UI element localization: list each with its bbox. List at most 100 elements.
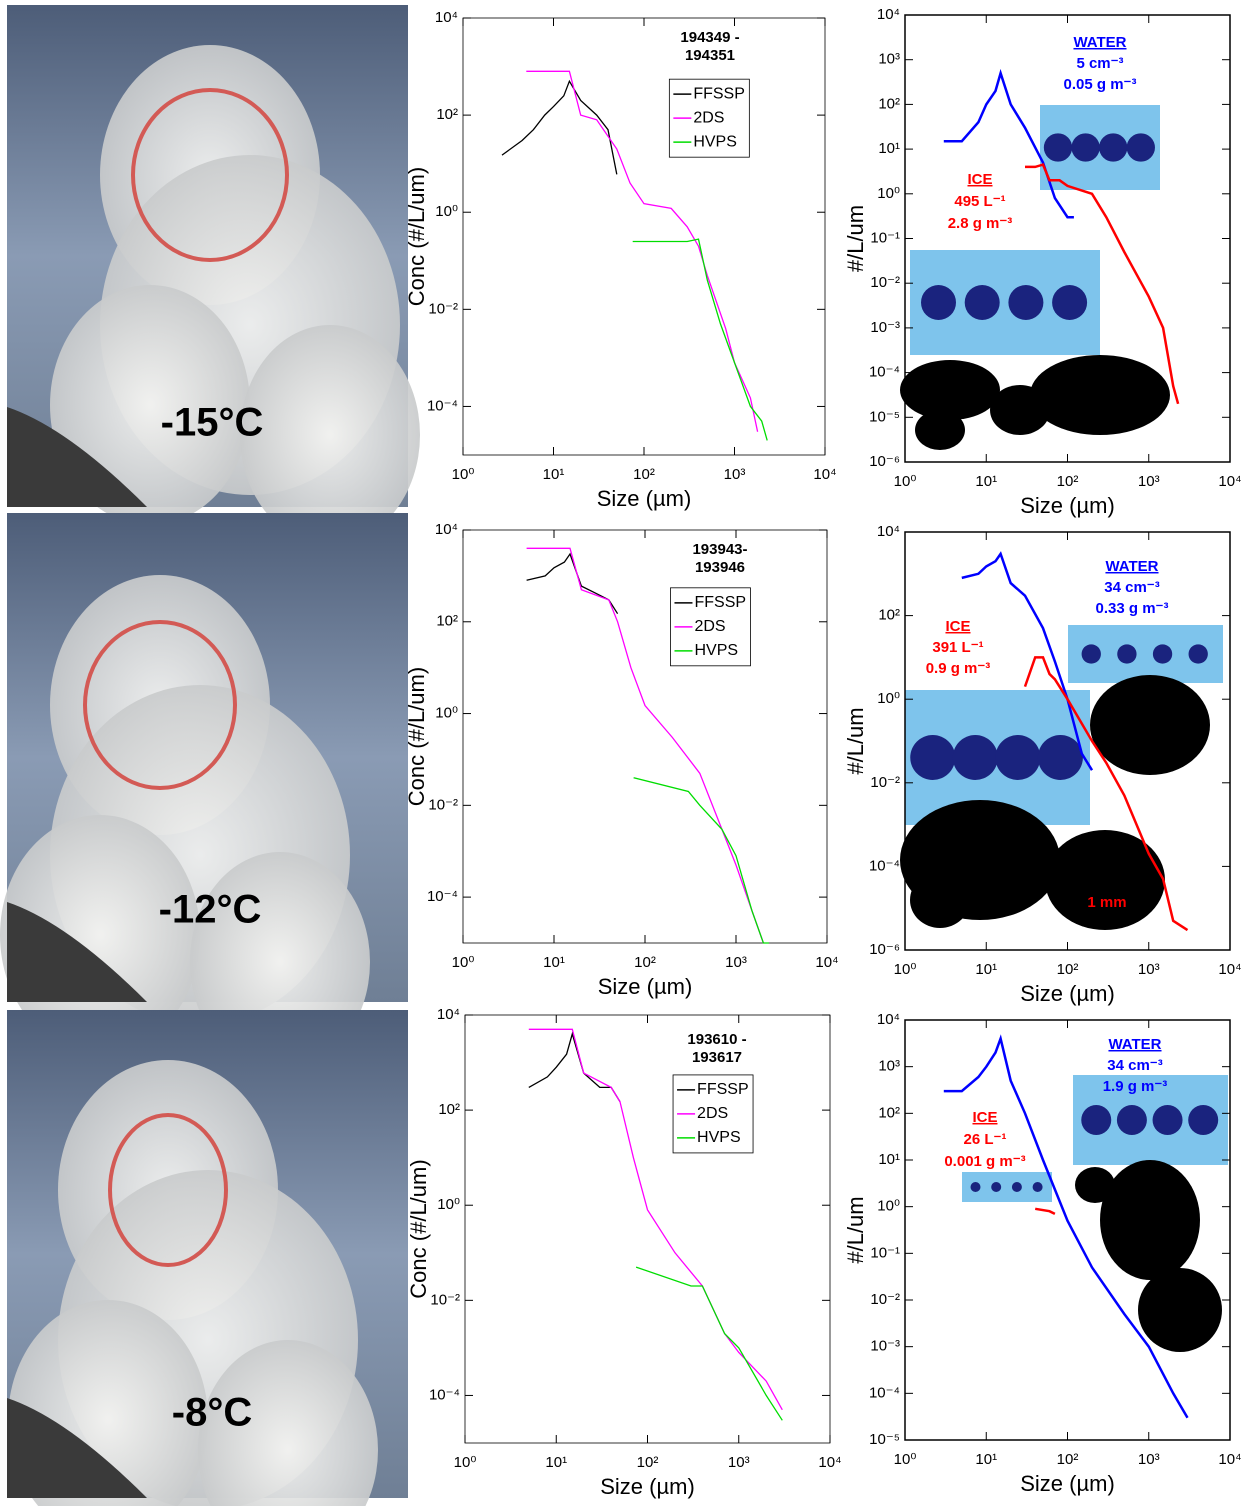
x-axis-label: Size (µm) [597,486,692,511]
x-tick-label: 10⁰ [452,954,475,971]
particle [1071,133,1099,161]
particle-shadow [1138,1268,1222,1352]
x-tick-label: 10¹ [543,954,565,971]
particle-shadow [990,385,1050,435]
photo: -12°C [0,513,408,1072]
x-tick-label: 10⁴ [1218,961,1241,978]
particle [971,1182,981,1192]
y-tick-label: 10⁴ [877,523,900,540]
y-tick-label: 10⁴ [435,9,458,26]
y-tick-label: 10⁻¹ [870,1244,900,1261]
series-line [502,81,617,174]
annotation: 495 L⁻¹ [954,193,1005,210]
x-axis-label: Size (µm) [598,974,693,999]
series-line [1035,1209,1055,1214]
particle-shadow [1100,1160,1200,1280]
x-tick-label: 10² [1057,1451,1079,1468]
particle-shadow [900,360,1000,420]
annotation: 0.33 g m⁻³ [1096,600,1169,617]
particle [1038,735,1083,780]
particle [991,1182,1001,1192]
y-tick-label: 10⁻⁶ [869,941,900,958]
temperature-label: -12°C [159,888,262,932]
x-tick-label: 10¹ [975,961,997,978]
y-tick-label: 10⁻⁶ [869,453,900,470]
particle-shadow [1075,1167,1115,1203]
series-line [529,1034,620,1102]
particle [1127,133,1155,161]
x-tick-label: 10¹ [543,466,565,483]
annotation: 0.05 g m⁻³ [1064,76,1137,93]
y-tick-label: 10² [438,1101,460,1118]
y-tick-label: 10⁻² [428,796,458,813]
legend-label: HVPS [697,1129,741,1146]
legend-label: HVPS [693,133,737,150]
y-tick-label: 10¹ [878,1151,900,1168]
particle [1081,1105,1111,1135]
y-tick-label: 10³ [878,51,900,68]
x-tick-label: 10⁰ [452,466,475,483]
particle [965,285,1000,320]
x-tick-label: 10³ [1138,1451,1160,1468]
y-tick-label: 10⁻⁴ [427,397,458,414]
x-tick-label: 10⁰ [454,1454,477,1471]
particle-shadow [915,410,965,450]
x-tick-label: 10² [1057,473,1079,490]
annotation: 34 cm⁻³ [1104,579,1159,596]
y-tick-label: 10⁴ [877,1011,900,1028]
y-tick-label: 10⁻⁵ [869,408,900,425]
y-tick-label: 10⁻⁴ [869,1384,900,1401]
x-tick-label: 10⁰ [894,961,917,978]
y-tick-label: 10² [878,607,900,624]
annotation: 193943- [692,541,747,558]
x-tick-label: 10⁰ [894,473,917,490]
y-tick-label: 10⁰ [877,1198,900,1215]
cloud [240,325,420,545]
particle [1153,1105,1183,1135]
legend-label: 2DS [694,618,725,635]
particle [1082,644,1101,663]
particle [1044,133,1072,161]
temperature-label: -15°C [161,401,264,445]
y-axis-label: Conc (#/L/um) [404,667,429,806]
y-tick-label: 10⁰ [435,203,458,220]
y-tick-label: 10⁻² [870,774,900,791]
particle [1033,1182,1043,1192]
annotation: 0.001 g m⁻³ [944,1153,1025,1170]
x-tick-label: 10⁴ [813,466,836,483]
y-tick-label: 10⁰ [877,185,900,202]
annotation: WATER [1105,558,1158,575]
x-tick-label: 10² [637,1454,659,1471]
temperature-label: -8°C [172,1391,252,1435]
y-tick-label: 10⁰ [877,690,900,707]
x-tick-label: 10⁴ [815,954,838,971]
legend-label: FFSSP [697,1081,749,1098]
particle-shadow [1090,675,1210,775]
x-tick-label: 10³ [1138,473,1160,490]
legend-label: HVPS [694,642,738,659]
y-axis-label: #/L/um [843,205,868,272]
series-line [636,1267,782,1420]
legend-label: FFSSP [694,594,746,611]
y-axis-label: #/L/um [843,1196,868,1263]
y-tick-label: 10⁻² [870,274,900,291]
x-tick-label: 10³ [1138,961,1160,978]
annotation: WATER [1073,34,1126,51]
y-axis-label: Conc (#/L/um) [406,1159,431,1298]
annotation: 194349 - [680,29,739,46]
y-tick-label: 10² [878,1104,900,1121]
y-tick-label: 10³ [878,1058,900,1075]
y-tick-label: 10⁻³ [870,319,900,336]
photo: -15°C [7,5,420,545]
annotation: ICE [945,618,970,635]
x-tick-label: 10⁴ [818,1454,841,1471]
legend-label: 2DS [697,1105,728,1122]
legend-label: 2DS [693,109,724,126]
particle [1012,1182,1022,1192]
plot-frame [465,1015,830,1443]
page: {"photos": [{"label": "-15°C"}, {"label"… [0,0,1244,1506]
annotation: 193617 [692,1049,742,1066]
x-tick-label: 10⁴ [1218,1451,1241,1468]
y-tick-label: 10⁻² [870,1291,900,1308]
figure: -15°C -12°C -8°C 10⁰ 10¹ 10² 10³ 10⁴ 10⁻⁴ 10⁻² 10⁰… [0,0,1244,1506]
